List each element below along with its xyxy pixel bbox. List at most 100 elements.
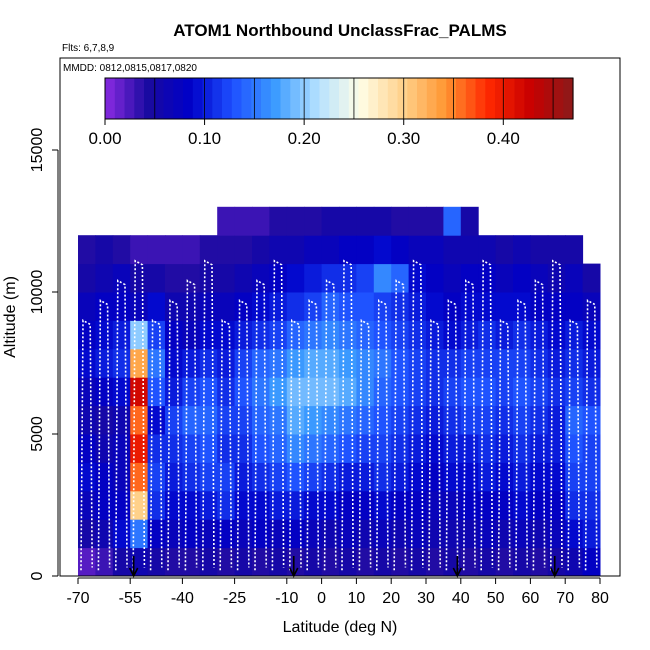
colorbar-swatch [339, 78, 350, 119]
heatmap-cell [478, 263, 497, 293]
heatmap-cell [286, 320, 305, 350]
colorbar-swatch [231, 78, 243, 119]
heatmap-cell [95, 405, 114, 435]
heatmap-cell [565, 490, 584, 520]
heatmap-cell [217, 348, 236, 378]
x-tick-label: 40 [452, 590, 470, 607]
colorbar-swatch [563, 78, 574, 119]
x-tick-label: -25 [223, 590, 246, 607]
colorbar-tick-label: 0.40 [487, 129, 520, 148]
heatmap-cell [565, 462, 584, 492]
heatmap-cell [513, 320, 531, 350]
heatmap-cell [443, 348, 462, 378]
colorbar-swatch [397, 78, 408, 119]
heatmap-cell [199, 348, 218, 378]
heatmap-cell [565, 405, 584, 435]
heatmap-cell [547, 263, 566, 293]
heatmap-cell [286, 263, 305, 293]
heatmap-cell [304, 377, 323, 407]
flight-profile [515, 299, 528, 571]
heatmap-cell [286, 490, 305, 520]
heatmap-cell [373, 490, 392, 520]
heatmap-cell [513, 235, 531, 265]
heatmap-cell [478, 235, 497, 265]
heatmap-cell [252, 320, 270, 350]
heatmap-cell [112, 320, 131, 350]
heatmap-cell [373, 292, 392, 321]
heatmap-cell [460, 263, 479, 293]
heatmap-cell [565, 235, 584, 265]
flight-profile [219, 319, 233, 571]
heatmap-cell [582, 462, 601, 492]
heatmap-cell [408, 405, 427, 435]
flight-profile [306, 299, 320, 571]
colorbar-swatch [456, 78, 467, 119]
colorbar-swatch [358, 78, 369, 119]
heatmap-cell [530, 519, 549, 549]
heatmap-cell [373, 377, 392, 407]
heatmap-cell [165, 519, 183, 549]
flight-profile [480, 259, 494, 571]
colorbar-swatch [329, 78, 340, 119]
heatmap-cell [391, 462, 410, 492]
heatmap-cell [130, 263, 149, 293]
heatmap-cell [130, 320, 149, 350]
heatmap-cell [304, 348, 323, 378]
colorbar-swatch [553, 78, 564, 119]
heatmap-cell [373, 405, 392, 435]
colorbar-swatch [290, 78, 301, 119]
heatmap-cell [286, 235, 305, 265]
heatmap-cell [356, 263, 375, 293]
heatmap-cell [478, 434, 497, 463]
heatmap-cell [112, 377, 131, 407]
heatmap-cell [356, 434, 375, 463]
heatmap-cell [112, 434, 131, 463]
flight-profile [97, 299, 111, 571]
heatmap-cell [130, 462, 149, 492]
heatmap-cell [304, 490, 323, 520]
heatmap-cell [495, 490, 514, 520]
colorbar-swatch [173, 78, 184, 119]
flight-profile [167, 299, 180, 571]
colorbar-swatch [222, 78, 233, 119]
dates-label: MMDD: 0812,0815,0817,0820 [63, 63, 197, 74]
heatmap-cell [78, 348, 96, 378]
heatmap-cell [426, 405, 444, 435]
y-axis-label: Altitude (m) [2, 276, 19, 358]
heatmap-cell [339, 547, 357, 577]
colorbar-swatch [504, 78, 516, 119]
heatmap-cell [182, 263, 201, 293]
heatmap-cell [547, 320, 566, 350]
x-tick-label: 30 [417, 590, 435, 607]
heatmap-cell [547, 235, 566, 265]
heatmap-cell [530, 348, 549, 378]
heatmap-cell [217, 434, 236, 463]
y-tick-label: 15000 [29, 128, 46, 173]
heatmap-cell [339, 405, 357, 435]
heatmap-cell [408, 377, 427, 407]
heatmap-cell [547, 348, 566, 378]
heatmap-cell [78, 490, 96, 520]
flight-profile [184, 279, 198, 571]
heatmap-cell [513, 292, 531, 321]
heatmap-cell [460, 377, 479, 407]
heatmap-cell [165, 434, 183, 463]
heatmap-cell [443, 263, 462, 293]
colorbar-frame [104, 77, 574, 120]
heatmap-cell [147, 263, 166, 293]
x-axis: -70 -55 -40 -25 -10 0 10 20 30 40 50 60 70 80 [66, 577, 609, 607]
heatmap-cell [252, 434, 270, 463]
heatmap-cell [269, 263, 288, 293]
heatmap-cell [112, 235, 131, 265]
heatmap-cell [565, 377, 584, 407]
colorbar-swatch [212, 78, 223, 119]
heatmap-cell [356, 235, 375, 265]
heatmap-cell [252, 206, 270, 236]
heatmap-cell [547, 292, 566, 321]
heatmap-cell [408, 348, 427, 378]
heatmap-cell [565, 348, 584, 378]
colorbar-swatch [241, 78, 252, 119]
heatmap-cell [513, 462, 531, 492]
heatmap-cell [339, 206, 357, 236]
